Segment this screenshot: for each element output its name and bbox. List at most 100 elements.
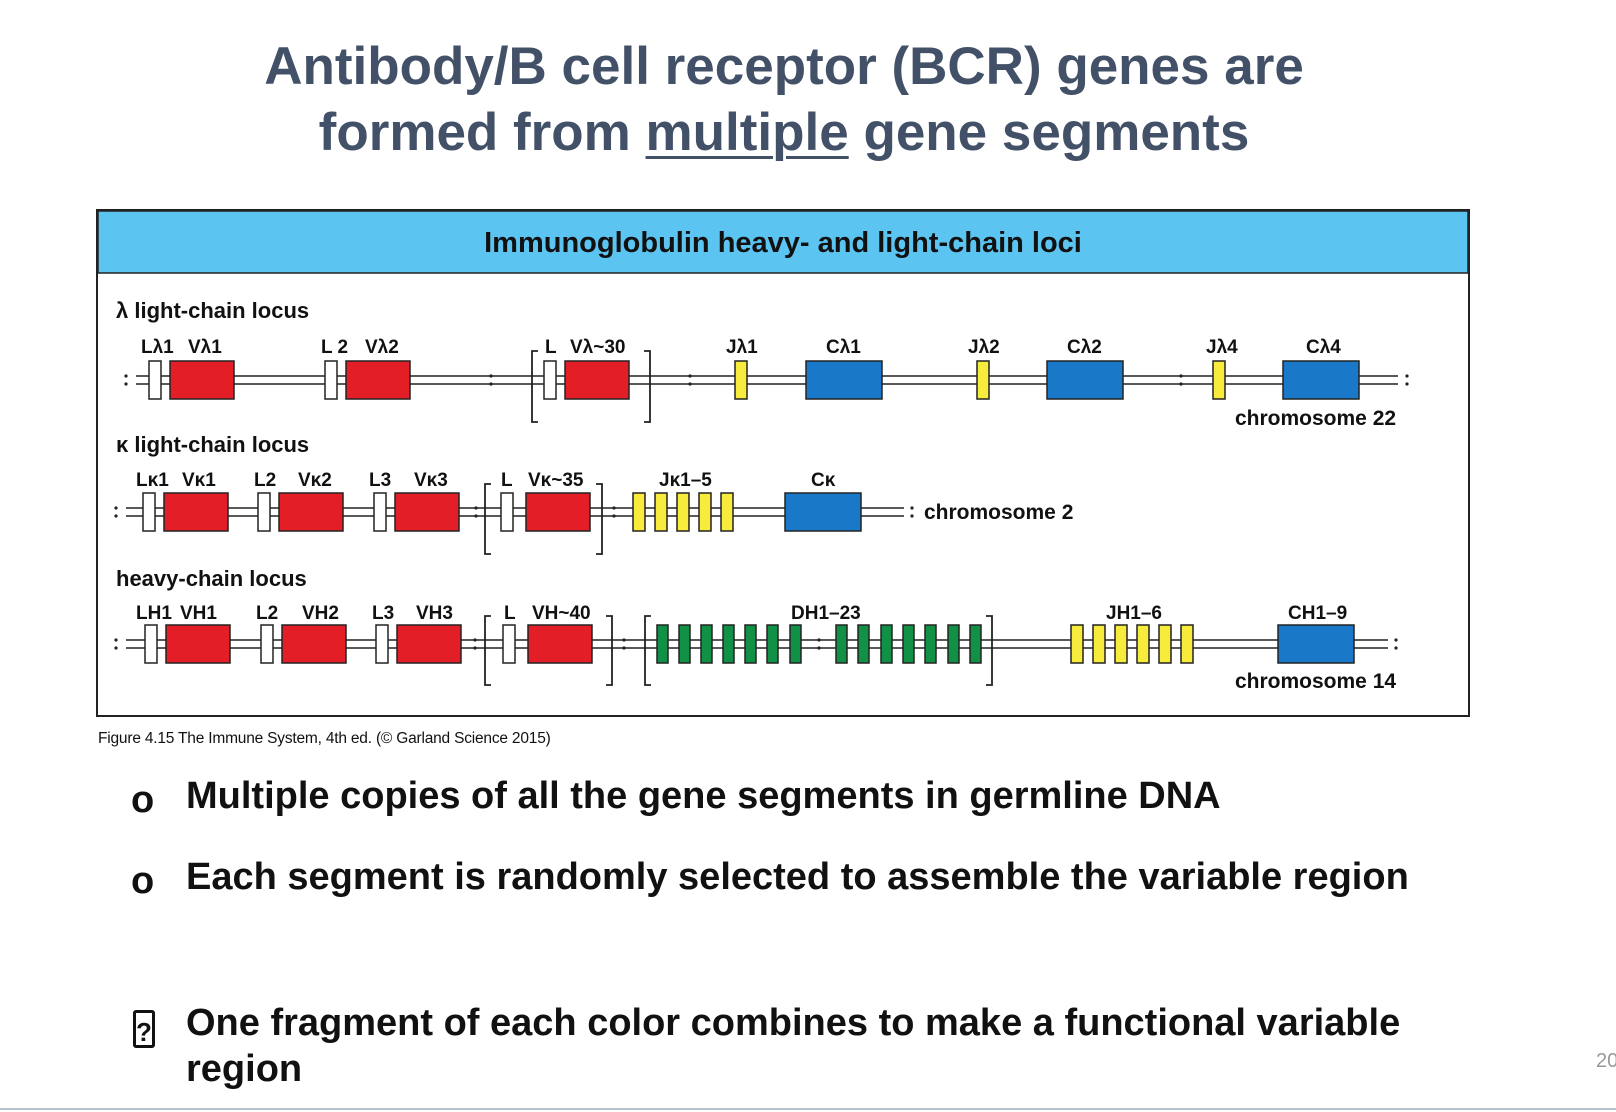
lambda-C4-segment (1282, 360, 1360, 400)
bullet-marker: o (131, 860, 155, 902)
heavy-gap-marks (114, 638, 1398, 650)
kappa-J-segment (676, 492, 690, 532)
kappa-V2-segment (278, 492, 344, 532)
kappa-Ln-label: L (501, 470, 513, 491)
kappa-L3-segment (373, 492, 387, 532)
kappa-gap-marks (114, 506, 914, 518)
kappa-J-segment (632, 492, 646, 532)
kappa-V1-label: Vκ1 (182, 470, 216, 491)
kappa-C-segment (784, 492, 862, 532)
lambda-V2-segment (345, 360, 411, 400)
heavy-D-segments (656, 624, 982, 664)
heavy-D-segment (789, 624, 802, 664)
question-mark-icon: ? (133, 1010, 155, 1048)
heavy-L1-label: LH1 (136, 603, 172, 624)
kappa-chromosome-label: chromosome 2 (924, 501, 1073, 524)
heavy-Ln-segment (502, 624, 516, 664)
kappa-V3-segment (394, 492, 460, 532)
kappa-L3-label: L3 (369, 470, 391, 491)
lambda-J4-segment (1212, 360, 1226, 400)
kappa-L2-label: L2 (254, 470, 276, 491)
kappa-Vn-label: Vκ~35 (528, 470, 584, 491)
figure-header-bar (97, 210, 1469, 274)
lambda-C1-segment (805, 360, 883, 400)
kappa-J-segment (698, 492, 712, 532)
heavy-Ln-label: L (504, 603, 516, 624)
slide-title: Antibody/B cell receptor (BCR) genes are… (0, 34, 1568, 166)
heavy-Vn-segment (527, 624, 593, 664)
heavy-L1-segment (144, 624, 158, 664)
lambda-locus-title: λ light-chain locus (116, 298, 309, 323)
heavy-Vn-label: VH~40 (532, 603, 591, 624)
bottom-divider (0, 1108, 1616, 1110)
title-line-2-start: formed from (318, 103, 646, 162)
heavy-J-segments (1070, 624, 1194, 664)
lambda-V1-label: Vλ1 (188, 337, 222, 358)
lambda-Vn-segment (564, 360, 630, 400)
heavy-D-segment (969, 624, 982, 664)
heavy-D-segment (857, 624, 870, 664)
kappa-V1-segment (163, 492, 229, 532)
lambda-C1-label: Cλ1 (826, 337, 861, 358)
heavy-D-label: DH1–23 (791, 603, 861, 624)
figure-header-text: Immunoglobulin heavy- and light-chain lo… (484, 227, 1082, 259)
kappa-Vn-segment (525, 492, 591, 532)
heavy-J-segment (1158, 624, 1172, 664)
heavy-L3-label: L3 (372, 603, 394, 624)
heavy-V2-segment (281, 624, 347, 664)
lambda-J1-segment (734, 360, 748, 400)
heavy-L2-segment (260, 624, 274, 664)
heavy-V2-label: VH2 (302, 603, 339, 624)
heavy-D-segment (722, 624, 735, 664)
title-line-1: Antibody/B cell receptor (BCR) genes are (264, 37, 1304, 96)
heavy-J-segment (1136, 624, 1150, 664)
lambda-J2-segment (976, 360, 990, 400)
kappa-V2-label: Vκ2 (298, 470, 332, 491)
kappa-J-segments (632, 492, 734, 532)
lambda-chromosome-label: chromosome 22 (1235, 407, 1396, 430)
lambda-gap-marks (124, 374, 1409, 386)
heavy-D-segment (835, 624, 848, 664)
heavy-locus-title: heavy-chain locus (116, 566, 307, 591)
kappa-L2-segment (257, 492, 271, 532)
lambda-V2-label: Vλ2 (365, 337, 399, 358)
heavy-V1-segment (165, 624, 231, 664)
bullet-text: Multiple copies of all the gene segments… (186, 775, 1221, 817)
lambda-Vn-label: Vλ~30 (570, 337, 625, 358)
heavy-J-segment (1114, 624, 1128, 664)
heavy-L2-label: L2 (256, 603, 278, 624)
heavy-D-segment (744, 624, 757, 664)
heavy-D-segment (902, 624, 915, 664)
immunoglobulin-loci-figure: Immunoglobulin heavy- and light-chain lo… (96, 209, 1470, 717)
kappa-L1-label: Lκ1 (136, 470, 169, 491)
heavy-V3-segment (396, 624, 462, 664)
kappa-J-label: Jκ1–5 (659, 470, 712, 491)
heavy-J-label: JH1–6 (1106, 603, 1162, 624)
heavy-J-segment (1180, 624, 1194, 664)
figure-caption: Figure 4.15 The Immune System, 4th ed. (… (98, 730, 551, 747)
heavy-C-label: CH1–9 (1288, 603, 1347, 624)
lambda-bracket (531, 350, 651, 423)
heavy-D-segment (766, 624, 779, 664)
lambda-J1-label: Jλ1 (726, 337, 758, 358)
title-line-2-end: gene segments (848, 103, 1250, 162)
lambda-L1-segment (148, 360, 162, 400)
lambda-V1-segment (169, 360, 235, 400)
heavy-D-segment (678, 624, 691, 664)
heavy-bracket-d (644, 615, 993, 686)
heavy-D-segment (924, 624, 937, 664)
heavy-bracket-v (484, 615, 613, 686)
heavy-J-segment (1092, 624, 1106, 664)
lambda-L2-label: L 2 (321, 337, 348, 358)
kappa-L1-segment (142, 492, 156, 532)
kappa-Ln-segment (500, 492, 514, 532)
kappa-J-segment (720, 492, 734, 532)
heavy-L3-segment (375, 624, 389, 664)
heavy-D-segment (947, 624, 960, 664)
lambda-C2-segment (1046, 360, 1124, 400)
bullet-text: Each segment is randomly selected to ass… (186, 856, 1409, 898)
lambda-Ln-segment (543, 360, 557, 400)
heavy-J-segment (1070, 624, 1084, 664)
kappa-bracket (484, 483, 603, 555)
kappa-chromosome-line (126, 507, 904, 517)
